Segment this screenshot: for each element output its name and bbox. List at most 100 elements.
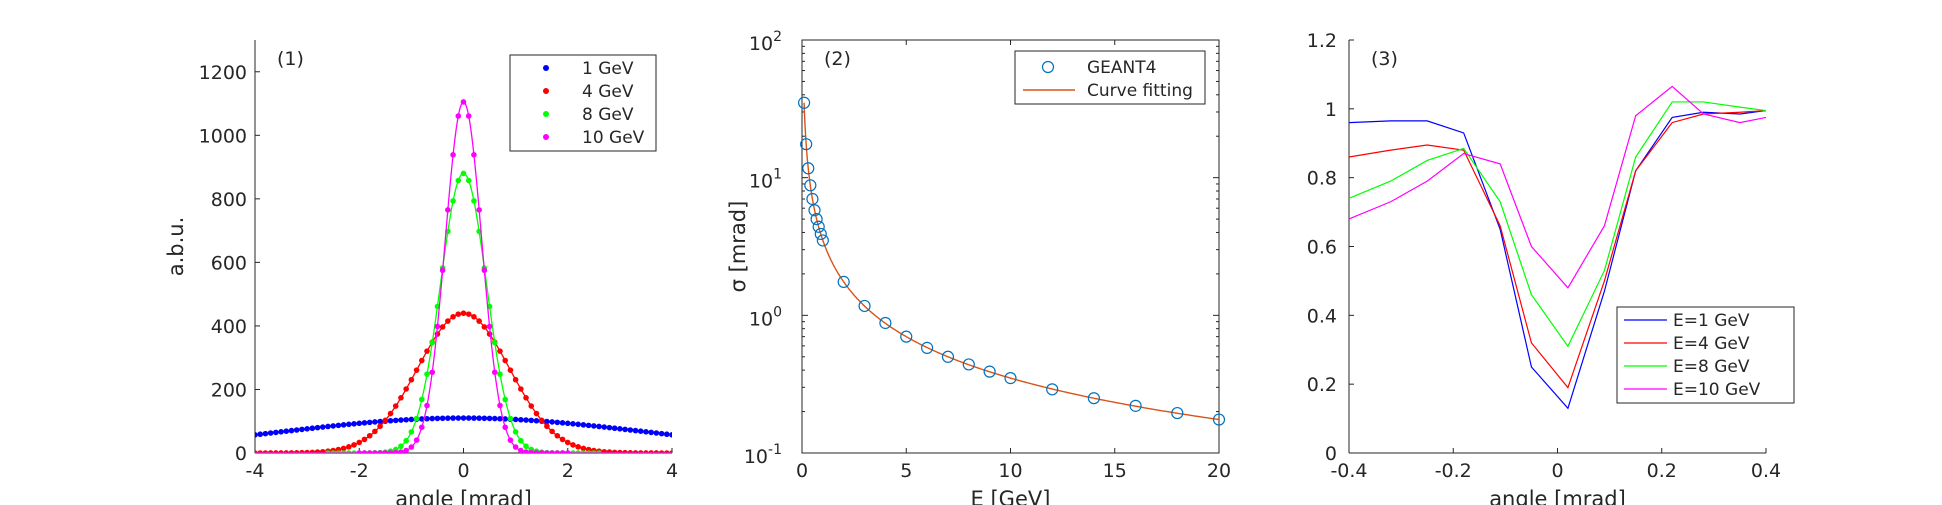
series-line-e-1-gev [1348,109,1767,410]
data-point [601,424,608,430]
x-tick-label: 5 [900,460,912,482]
data-point [356,420,363,427]
data-point [346,450,352,453]
data-point [445,207,451,213]
data-point [544,450,550,453]
data-point [491,339,498,346]
data-point [554,450,561,453]
data-point [419,424,425,431]
data-point [570,450,576,453]
data-point [879,316,892,330]
data-point [424,348,430,354]
data-point [549,450,555,453]
data-point [643,429,649,435]
data-point [814,227,827,241]
y-tick-label: 1200 [199,62,247,84]
panel-2-plot-area [797,96,1226,426]
data-point [632,450,639,453]
data-point [330,423,336,429]
data-point [564,420,571,427]
data-point [1212,413,1226,426]
data-point [476,207,482,213]
legend-box [1616,306,1795,404]
data-point [455,415,462,421]
fit-curve [803,102,1220,421]
data-point [465,113,472,119]
x-axis-label: angle [mrad] [395,487,532,505]
data-point [377,450,383,453]
data-point [497,415,503,422]
series-line-e-10-gev [1348,85,1767,289]
data-point [669,432,672,438]
data-point [392,449,399,453]
data-point [377,418,383,425]
x-tick-label: 15 [1103,460,1127,482]
data-point [455,113,462,119]
data-point [580,422,587,428]
y-tick-label: 0 [235,443,247,465]
x-axis-label: angle [mrad] [1489,487,1626,505]
x-tick-label: 4 [666,460,678,482]
data-point [434,415,441,422]
y-tick-label: 100 [749,304,782,330]
legend-label: Curve fitting [1087,81,1193,101]
data-point [325,450,331,453]
legend-label: E=8 GeV [1673,357,1750,377]
data-point [559,436,566,443]
data-point [518,416,524,423]
y-tick-label: 400 [211,316,247,338]
data-point [408,429,415,435]
legend: E=1 GeV E=4 GeV E=8 GeV E=10 GeV [1616,306,1795,404]
data-point [528,417,535,424]
data-point [439,415,446,422]
data-point [1171,406,1184,420]
x-tick-label: -0.2 [1435,460,1472,482]
data-point [283,428,290,435]
data-point [528,449,535,453]
data-point [497,371,503,377]
data-point [554,432,561,439]
x-tick-label: 0 [457,460,469,482]
data-point [804,179,817,192]
data-point [293,427,300,433]
data-point [591,450,597,453]
data-point [653,430,660,436]
data-point [413,415,420,422]
data-point [596,450,602,453]
legend-label: 1 GeV [582,59,634,79]
data-point [372,428,378,435]
data-point [392,403,399,409]
data-point [382,450,389,453]
y-tick-label: 102 [749,29,782,55]
y-tick-label: 10-1 [744,442,782,468]
data-point [502,357,509,364]
data-point [658,430,665,437]
data-point [549,428,555,435]
y-tick-label: 0.8 [1307,168,1337,190]
data-point [356,439,363,446]
data-point [858,299,871,313]
data-point [398,417,404,423]
data-point [455,177,462,184]
series-10-gev [255,99,672,453]
data-point [304,449,310,453]
data-point [627,427,634,433]
data-point [564,450,571,453]
data-point [559,420,566,426]
data-point [346,444,352,450]
y-tick-label: 0.4 [1307,305,1337,327]
legend-marker [1041,60,1055,74]
legend-label: GEANT4 [1087,58,1156,78]
legend-label: 4 GeV [582,82,634,102]
data-point [408,376,415,383]
data-point [439,324,446,330]
legend-marker [543,134,549,140]
data-point [663,431,670,438]
data-point [637,428,644,435]
data-point [262,430,269,437]
data-point [669,450,672,453]
data-point [507,437,514,443]
data-point [299,449,305,453]
data-point [387,450,394,453]
